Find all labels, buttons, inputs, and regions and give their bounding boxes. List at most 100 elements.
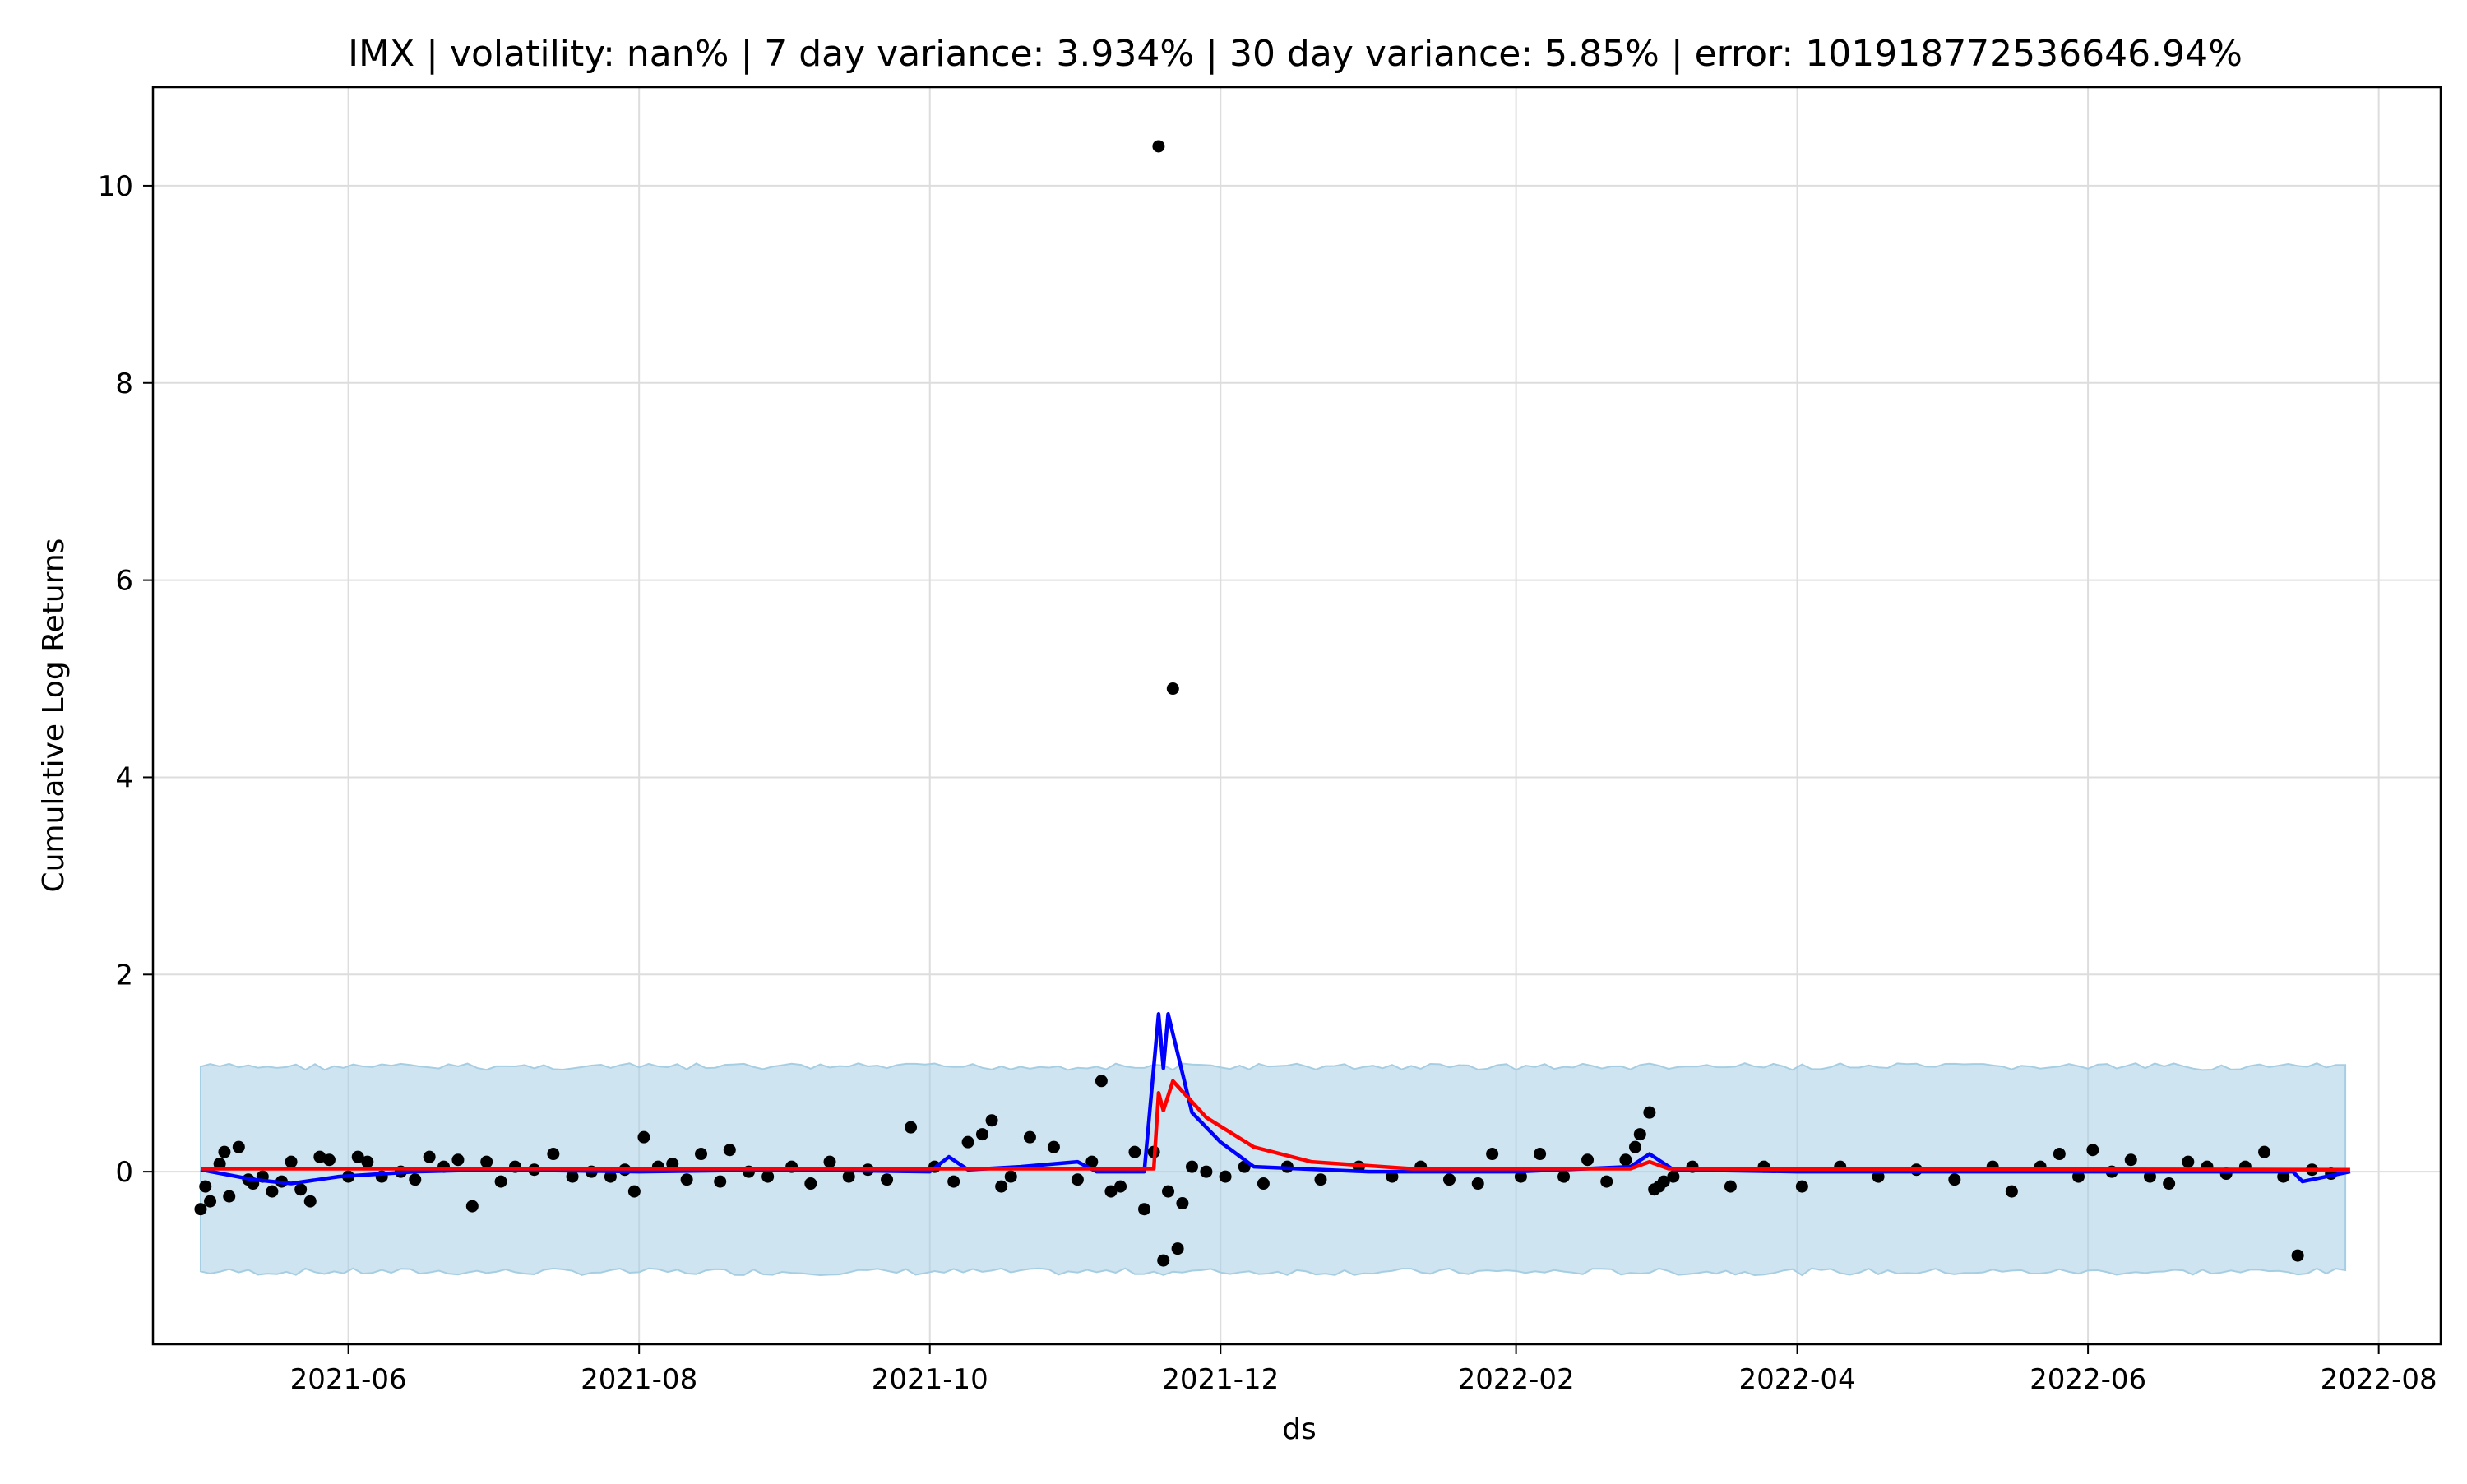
data-point: [680, 1173, 693, 1186]
data-point: [313, 1150, 326, 1163]
data-point: [1619, 1153, 1632, 1167]
data-point: [199, 1180, 212, 1193]
data-point: [2053, 1148, 2066, 1161]
data-point: [1872, 1170, 1885, 1183]
data-point: [1095, 1075, 1108, 1088]
data-point: [1138, 1203, 1151, 1216]
data-point: [2124, 1153, 2137, 1167]
x-axis-label: ds: [1282, 1412, 1317, 1446]
data-point: [566, 1170, 579, 1183]
data-point: [842, 1170, 855, 1183]
data-point: [322, 1153, 336, 1167]
y-tick-label: 10: [98, 170, 133, 203]
data-point: [1176, 1197, 1189, 1210]
line-layer: [200, 1012, 2351, 1186]
data-point: [2072, 1170, 2085, 1183]
y-tick-label: 4: [115, 761, 133, 794]
data-point: [714, 1175, 727, 1188]
data-point: [204, 1195, 217, 1208]
data-point: [761, 1170, 775, 1183]
data-point: [604, 1170, 617, 1183]
data-point: [627, 1185, 641, 1198]
y-tick-label: 8: [115, 368, 133, 400]
data-point: [423, 1150, 436, 1163]
data-point: [905, 1121, 918, 1134]
data-point: [1257, 1177, 1270, 1190]
data-point: [1724, 1180, 1737, 1193]
y-tick-label: 0: [115, 1156, 133, 1189]
data-point: [637, 1130, 650, 1144]
x-tick-label: 2021-08: [581, 1363, 697, 1396]
data-point: [266, 1185, 279, 1198]
data-point: [695, 1148, 708, 1161]
data-point: [1219, 1170, 1232, 1183]
data-point: [1166, 682, 1179, 696]
data-point: [494, 1175, 507, 1188]
x-tick-label: 2022-06: [2030, 1363, 2146, 1396]
data-point: [1486, 1148, 1499, 1161]
data-point: [1157, 1254, 1170, 1267]
data-point: [1629, 1140, 1642, 1153]
x-tick-label: 2021-12: [1162, 1363, 1279, 1396]
data-point: [1657, 1175, 1670, 1188]
data-point: [975, 1128, 988, 1141]
x-tick-label: 2021-10: [872, 1363, 988, 1396]
data-point: [1581, 1153, 1595, 1167]
data-point: [1085, 1155, 1099, 1168]
data-point: [1114, 1180, 1127, 1193]
data-point: [804, 1177, 817, 1190]
y-axis-label: Cumulative Log Returns: [37, 539, 71, 893]
y-tick-label: 6: [115, 565, 133, 598]
data-point: [1386, 1170, 1399, 1183]
data-point: [1047, 1140, 1060, 1153]
data-point: [2143, 1170, 2156, 1183]
data-point: [2163, 1177, 2176, 1190]
data-point: [2258, 1145, 2271, 1158]
data-point: [995, 1180, 1008, 1193]
data-point: [294, 1183, 308, 1196]
data-point: [1557, 1170, 1571, 1183]
data-point: [218, 1145, 231, 1158]
data-point: [2277, 1170, 2290, 1183]
data-point: [1514, 1170, 1527, 1183]
data-point: [1023, 1130, 1036, 1144]
data-point: [1633, 1128, 1646, 1141]
data-point: [1471, 1177, 1484, 1190]
data-point: [547, 1148, 560, 1161]
plot-frame: [151, 86, 2442, 1346]
data-point: [361, 1155, 374, 1168]
data-point: [1104, 1185, 1118, 1198]
data-point: [1643, 1106, 1656, 1119]
data-point: [961, 1135, 974, 1149]
x-tick-label: 2022-04: [1739, 1363, 1856, 1396]
chart-title: IMX | volatility: nan% | 7 day variance:…: [348, 33, 2243, 75]
data-point: [947, 1175, 960, 1188]
data-point: [1795, 1180, 1808, 1193]
data-point: [1152, 140, 1165, 153]
axes-layer: 2021-06 2021-08 2021-10 2021-12 2022-02 2022-…: [98, 86, 2442, 1396]
data-point: [1314, 1173, 1327, 1186]
data-point: [223, 1190, 236, 1203]
data-point: [881, 1173, 894, 1186]
data-point: [1534, 1148, 1547, 1161]
data-point: [1948, 1173, 1961, 1186]
data-point: [1004, 1170, 1017, 1183]
data-point: [1600, 1175, 1613, 1188]
y-tick-label: 2: [115, 959, 133, 992]
grid-layer: [153, 87, 2441, 1344]
data-point: [232, 1140, 245, 1153]
data-point: [2086, 1144, 2099, 1157]
data-point: [823, 1155, 836, 1168]
data-point: [285, 1155, 298, 1168]
data-point: [985, 1114, 998, 1127]
data-point: [1171, 1242, 1184, 1255]
x-tick-label: 2022-08: [2321, 1363, 2437, 1396]
data-point: [1162, 1185, 1175, 1198]
data-point: [2291, 1249, 2304, 1262]
data-point: [1200, 1165, 1213, 1178]
data-point: [303, 1195, 317, 1208]
data-point: [2005, 1185, 2018, 1198]
data-point: [351, 1150, 364, 1163]
trend-line: [201, 1079, 2350, 1172]
